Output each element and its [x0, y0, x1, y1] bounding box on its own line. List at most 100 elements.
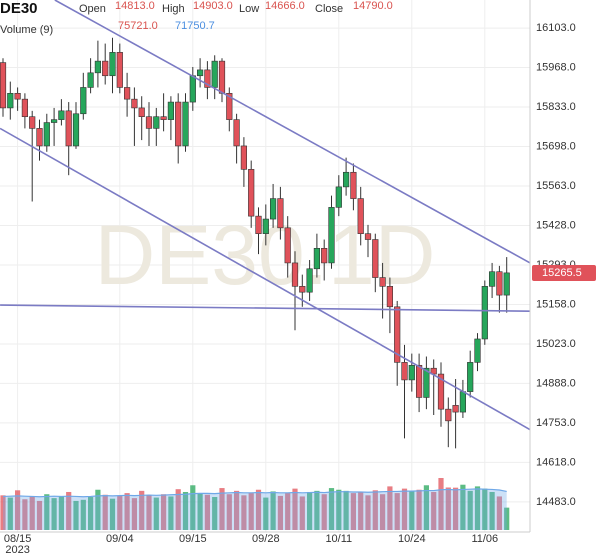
- volume-bar: [409, 490, 415, 530]
- volume-bar: [73, 500, 79, 530]
- last-price-box: [532, 265, 596, 282]
- candle-body: [503, 272, 510, 296]
- candle-body: [386, 286, 394, 308]
- candle-body: [306, 268, 313, 293]
- y-tick-label: 14888.0: [536, 377, 576, 389]
- volume-ma-area: [3, 488, 507, 530]
- candle-body: [423, 367, 430, 398]
- candle-body: [313, 248, 321, 270]
- grid: [0, 0, 530, 532]
- x-tick-label: 10/11: [325, 533, 352, 545]
- header-value: 14813.0: [115, 0, 155, 12]
- candle-body: [124, 87, 131, 100]
- candle-body: [299, 286, 306, 293]
- candle-body: [211, 60, 218, 88]
- volume-bar: [95, 489, 101, 530]
- volume-bar: [248, 493, 254, 530]
- volume-bar: [15, 490, 21, 530]
- candle-body: [248, 169, 255, 217]
- volume-bar: [350, 493, 356, 530]
- candle-body: [474, 338, 481, 363]
- candle-body: [481, 286, 488, 340]
- candle-body: [21, 98, 29, 117]
- candle-body: [189, 75, 196, 103]
- plot: [0, 0, 531, 449]
- x-tick-label: 08/15: [4, 533, 32, 545]
- y-tick-label: 15158.0: [536, 298, 576, 310]
- year-label: 2023: [5, 544, 29, 556]
- candle-body: [364, 233, 372, 240]
- y-tick-label: 15023.0: [536, 338, 576, 350]
- candle-body: [496, 271, 503, 296]
- volume-bar: [88, 497, 94, 530]
- volume-bar: [270, 491, 276, 530]
- volume-bar: [401, 488, 408, 530]
- candle-body: [7, 92, 14, 109]
- volume-bar: [285, 493, 291, 530]
- volume-bar: [365, 495, 371, 530]
- y-tick-label: 15698.0: [536, 140, 576, 152]
- volume-label: Volume (9): [0, 24, 53, 36]
- volume-bar: [358, 491, 364, 530]
- volume-bar: [336, 489, 342, 530]
- y-tick-label: 15968.0: [536, 61, 576, 73]
- candle-body: [269, 198, 277, 220]
- volume-bar: [117, 495, 123, 530]
- volume-bar: [175, 489, 181, 530]
- candle-body: [145, 116, 153, 129]
- volume-bar: [387, 486, 393, 530]
- trendline: [0, 304, 531, 312]
- candle-body: [459, 391, 467, 413]
- volume-bar: [489, 491, 495, 530]
- volume-ma-value: 71750.7: [175, 20, 215, 32]
- candle-body: [401, 362, 408, 381]
- volume-bar: [255, 489, 262, 530]
- candle-body: [167, 101, 175, 120]
- volume-bar: [153, 497, 159, 530]
- candle-body: [131, 98, 138, 109]
- candle-body: [72, 113, 80, 147]
- candle-body: [50, 119, 58, 123]
- volume-bar: [482, 488, 488, 530]
- y-tick-label: 15563.0: [536, 180, 576, 192]
- y-tick-label: 16103.0: [536, 22, 576, 34]
- volume-bar: [299, 496, 305, 530]
- volume-bar: [197, 493, 203, 530]
- volume-bar: [124, 493, 130, 530]
- volume-bar: [431, 491, 437, 530]
- volume-bar: [102, 494, 108, 530]
- header-label: Low: [239, 3, 259, 15]
- volume-bar: [467, 490, 473, 530]
- last-price-label: 15265.5: [542, 267, 582, 279]
- y-tick-label: 14753.0: [536, 417, 576, 429]
- volume-bar: [241, 495, 247, 530]
- candle-body: [58, 110, 65, 120]
- candle-body: [160, 116, 167, 120]
- y-tick-label: 15428.0: [536, 219, 576, 231]
- candle-body: [138, 107, 145, 117]
- volume-value: 75721.0: [118, 20, 158, 32]
- candle-body: [87, 72, 94, 88]
- candle-body: [226, 92, 233, 120]
- volume-bar: [234, 490, 240, 530]
- volume-bar: [314, 490, 320, 530]
- candle-body: [94, 60, 101, 74]
- volume-bar: [139, 490, 145, 530]
- trendline: [54, 0, 531, 264]
- candle-body: [29, 116, 36, 129]
- candle-body: [233, 119, 240, 147]
- volume-bar: [29, 496, 35, 530]
- volume-bar: [226, 494, 232, 530]
- x-tick-label: 10/24: [398, 533, 426, 545]
- candle-body: [204, 69, 211, 88]
- volume-bar: [66, 491, 72, 530]
- volume-bar: [343, 490, 349, 530]
- volume-bar: [212, 497, 218, 530]
- candle-body: [175, 101, 182, 147]
- volume-bar: [7, 497, 13, 530]
- volume-bar: [58, 496, 64, 530]
- y-tick-label: 14483.0: [536, 496, 576, 508]
- volume-bar: [321, 494, 327, 530]
- volume-bar: [146, 495, 152, 530]
